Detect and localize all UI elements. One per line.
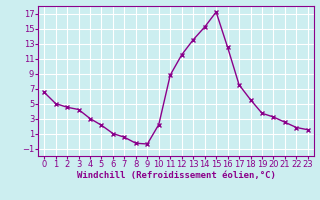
X-axis label: Windchill (Refroidissement éolien,°C): Windchill (Refroidissement éolien,°C)	[76, 171, 276, 180]
